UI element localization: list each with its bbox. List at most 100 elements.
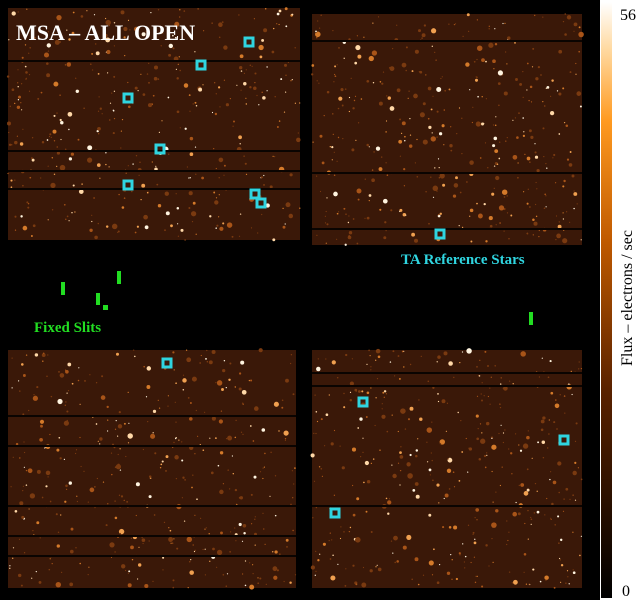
star bbox=[349, 391, 352, 394]
star bbox=[483, 454, 487, 458]
star bbox=[234, 488, 238, 492]
star bbox=[204, 574, 207, 576]
star bbox=[115, 464, 122, 470]
star bbox=[220, 531, 223, 535]
star bbox=[28, 409, 30, 412]
star bbox=[68, 481, 72, 485]
star bbox=[204, 411, 206, 413]
star bbox=[163, 521, 166, 524]
star bbox=[294, 102, 297, 104]
star bbox=[515, 433, 517, 435]
star bbox=[406, 462, 411, 467]
fixed-slit bbox=[103, 305, 108, 310]
star bbox=[33, 394, 35, 396]
star bbox=[517, 512, 521, 516]
star bbox=[362, 566, 365, 569]
star bbox=[93, 14, 96, 16]
star bbox=[546, 497, 548, 500]
star bbox=[364, 178, 366, 180]
star bbox=[27, 206, 30, 209]
star bbox=[321, 161, 325, 165]
star bbox=[39, 419, 45, 424]
star bbox=[480, 393, 482, 395]
star bbox=[153, 76, 158, 81]
shutter-gap bbox=[8, 150, 300, 152]
star bbox=[68, 220, 70, 222]
star bbox=[527, 538, 529, 540]
star bbox=[368, 194, 372, 197]
star bbox=[274, 95, 276, 98]
star bbox=[497, 70, 503, 76]
star bbox=[58, 436, 61, 439]
star bbox=[392, 48, 394, 50]
star bbox=[442, 183, 446, 187]
star bbox=[341, 104, 344, 107]
star bbox=[526, 202, 529, 205]
star bbox=[375, 397, 377, 399]
star bbox=[8, 143, 12, 147]
star bbox=[209, 437, 211, 439]
star bbox=[363, 36, 365, 38]
star bbox=[262, 512, 264, 515]
star bbox=[368, 349, 370, 352]
star bbox=[448, 361, 453, 366]
star bbox=[181, 441, 183, 443]
star bbox=[512, 511, 518, 517]
star bbox=[481, 399, 483, 402]
star bbox=[358, 390, 361, 393]
star bbox=[194, 51, 196, 53]
star bbox=[75, 449, 78, 451]
star bbox=[148, 540, 150, 542]
star bbox=[66, 392, 68, 394]
star bbox=[164, 191, 169, 196]
star bbox=[506, 195, 508, 197]
star bbox=[51, 562, 53, 565]
star bbox=[123, 26, 128, 32]
star bbox=[99, 107, 102, 110]
star bbox=[14, 179, 16, 181]
star bbox=[495, 175, 500, 181]
star bbox=[66, 29, 68, 31]
star bbox=[495, 116, 497, 118]
star bbox=[381, 82, 384, 85]
star bbox=[144, 583, 149, 589]
star bbox=[204, 528, 206, 530]
star bbox=[245, 173, 248, 176]
star bbox=[66, 410, 69, 413]
star bbox=[364, 217, 366, 219]
star bbox=[59, 164, 66, 171]
star bbox=[333, 151, 335, 153]
star bbox=[492, 59, 496, 64]
star bbox=[75, 89, 79, 93]
star bbox=[117, 463, 120, 467]
star bbox=[102, 481, 105, 483]
star bbox=[231, 455, 233, 457]
star bbox=[345, 568, 347, 570]
star bbox=[562, 238, 568, 244]
star bbox=[355, 45, 361, 51]
star bbox=[369, 569, 373, 573]
star bbox=[315, 550, 317, 553]
star bbox=[254, 518, 256, 521]
star bbox=[76, 500, 78, 503]
star bbox=[356, 497, 360, 501]
star bbox=[71, 211, 73, 214]
star bbox=[378, 101, 383, 106]
star bbox=[252, 572, 254, 575]
star bbox=[136, 225, 139, 228]
star bbox=[241, 540, 244, 542]
star bbox=[173, 369, 175, 371]
star bbox=[461, 117, 463, 120]
star bbox=[215, 167, 217, 170]
star bbox=[326, 197, 328, 199]
star bbox=[276, 126, 279, 128]
star bbox=[198, 87, 203, 92]
star bbox=[438, 167, 440, 169]
star bbox=[406, 534, 412, 540]
star bbox=[157, 204, 162, 208]
star bbox=[43, 52, 50, 58]
star bbox=[446, 468, 452, 473]
star bbox=[260, 176, 263, 179]
star bbox=[430, 136, 436, 142]
star bbox=[479, 359, 481, 361]
